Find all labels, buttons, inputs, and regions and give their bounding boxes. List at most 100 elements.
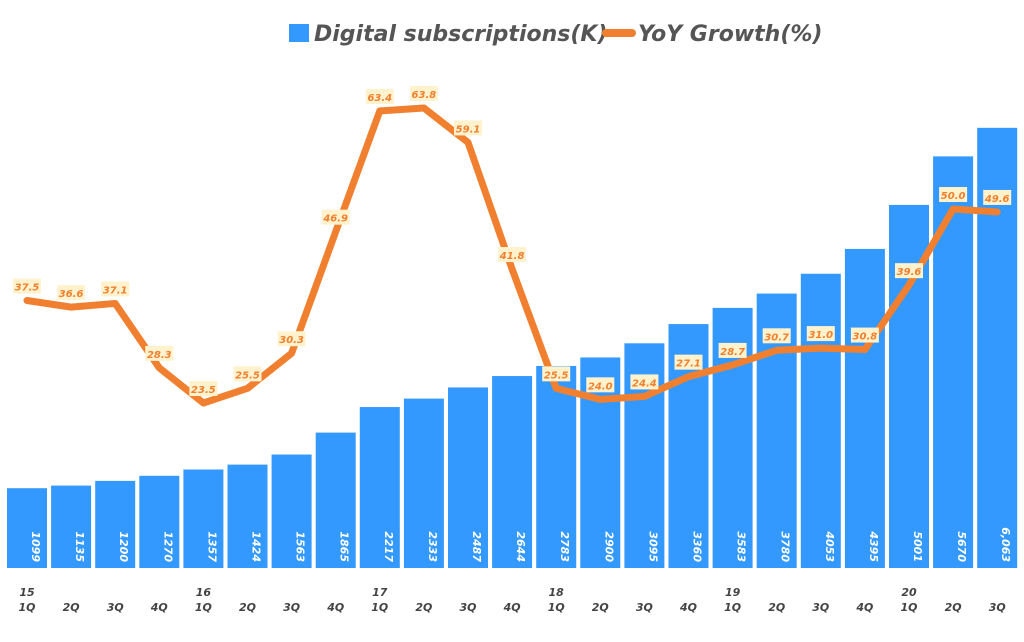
x-tick-quarter: 3Q [812,601,829,614]
x-tick-quarter: 3Q [283,601,300,614]
line-label-bg [630,374,659,390]
line-data-label: 59.1 [456,124,481,135]
line-data-label: 39.6 [897,267,922,278]
line-label-bg [850,327,879,343]
x-tick-quarter: 1Q [900,601,917,614]
bar-data-label: 4053 [823,530,836,562]
line-data-label: 28.7 [720,347,745,358]
x-tick-quarter: 4Q [679,601,697,614]
x-tick-quarter: 1Q [18,601,35,614]
line-data-label: 30.8 [853,332,878,343]
x-tick-year: 16 [196,586,212,599]
bar-data-label: 3360 [691,531,704,562]
line-label-bg [939,187,968,203]
x-tick-quarter: 1Q [724,601,741,614]
line-data-label: 49.6 [984,194,1010,205]
x-tick-quarter: 4Q [855,601,873,614]
bar [51,485,92,568]
line-data-label: 50.0 [941,191,966,202]
x-tick-quarter: 2Q [945,601,962,614]
line-label-bg [983,189,1012,205]
x-tick-quarter: 2Q [415,601,432,614]
bar-data-label: 1563 [294,531,307,562]
line-data-label: 30.3 [279,335,304,346]
x-tick-quarter: 3Q [989,601,1006,614]
x-tick-year: 15 [19,586,35,599]
bar [536,365,577,568]
growth-line [23,104,1001,407]
line-data-label: 24.0 [588,381,613,392]
line-data-label: 63.8 [412,90,437,101]
x-tick-year: 17 [372,586,388,599]
bar-data-label: 2783 [558,531,571,562]
line-data-label: 25.5 [235,370,260,381]
line-data-label: 63.4 [367,93,392,104]
line-label-bg [321,209,350,225]
bar-data-label: 3583 [735,531,748,562]
line-data-label: 41.8 [499,251,525,262]
bar-data-label: 1865 [338,531,351,562]
bar-data-label: 1135 [73,531,86,562]
x-tick-quarter: 4Q [503,601,521,614]
line-label-bg [586,377,615,393]
line-label-bg [718,342,747,358]
bar [139,475,180,568]
line-label-bg [13,278,41,294]
line-label-bg [806,326,835,342]
bar-data-label: 2217 [382,531,395,562]
bar [271,454,312,568]
bar-data-label: 1099 [29,531,42,562]
line-label-bg [233,366,262,382]
line-label-bg [57,285,86,301]
bar-data-label: 1200 [117,531,130,562]
x-tick-quarter: 3Q [107,601,124,614]
bar-data-label: 4395 [867,530,880,562]
line-data-label: 28.3 [147,350,172,361]
bar-data-label: 3780 [779,531,792,562]
legend-swatch-bar [289,24,309,42]
x-tick-quarter: 1Q [195,601,212,614]
x-tick-quarter: 2Q [768,601,785,614]
line-data-label: 30.7 [764,332,789,343]
line-label-bg [895,263,923,279]
line-data-label: 23.5 [191,385,216,396]
x-tick-quarter: 1Q [371,601,388,614]
bar [933,156,974,568]
bar [315,432,356,568]
bar [844,248,885,568]
bar [403,398,444,568]
line-data-label: 27.1 [676,359,701,370]
legend: Digital subscriptions(K) YoY Growth(%) [289,22,822,47]
line-data-label: 25.5 [544,370,569,381]
line-label-bg [101,281,130,297]
line-data-label: 31.0 [808,330,833,341]
bar-data-label: 1357 [205,531,218,562]
x-tick-quarter: 3Q [636,601,653,614]
legend-label-subscriptions: Digital subscriptions(K) [314,22,608,47]
x-tick-quarter: 2Q [592,601,609,614]
bar [448,387,488,568]
x-tick-quarter: 4Q [326,601,344,614]
bar-data-label: 6,063 [999,527,1012,562]
bar-data-label: 3095 [646,531,659,562]
line-label-bg [674,354,703,370]
line-label-bg [454,120,482,136]
x-tick-year: 19 [725,586,741,599]
bar-data-label: 1270 [161,531,174,562]
bar-data-label: 1424 [250,531,263,562]
x-tick-quarter: 4Q [150,601,168,614]
x-tick-year: 20 [901,586,917,599]
line-label-bg [277,331,306,347]
bar [227,464,268,568]
bar-data-label: 2644 [514,531,527,562]
line-data-label: 37.1 [103,285,128,296]
bar-data-label: 2333 [426,531,439,562]
bar-data-label: 5670 [955,531,968,562]
line-data-label: 46.9 [322,214,348,225]
line-label-bg [498,247,527,263]
line-label-bg [542,366,571,382]
bar [359,407,400,568]
bar-data-label: 2487 [470,531,483,562]
bar [800,273,841,568]
